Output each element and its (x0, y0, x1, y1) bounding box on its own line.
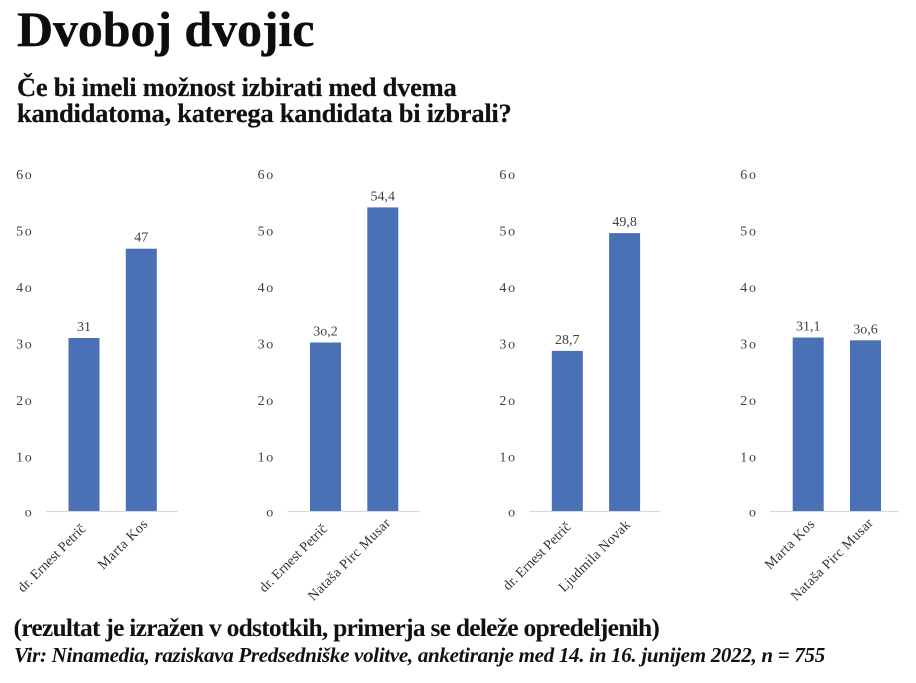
svg-text:o: o (749, 506, 758, 521)
svg-text:2o: 2o (740, 394, 757, 409)
svg-text:1o: 1o (258, 450, 275, 465)
svg-text:o: o (266, 506, 275, 521)
svg-text:5o: 5o (740, 224, 757, 239)
svg-text:6o: 6o (16, 168, 33, 183)
svg-text:dr. Ernest Petrič: dr. Ernest Petrič (15, 522, 89, 596)
svg-text:6o: 6o (258, 168, 275, 183)
svg-text:6o: 6o (740, 168, 757, 183)
svg-text:4o: 4o (499, 281, 516, 296)
svg-text:3o: 3o (740, 337, 757, 352)
svg-text:54,4: 54,4 (371, 189, 396, 204)
svg-text:5o: 5o (16, 224, 33, 239)
svg-text:Marta Kos: Marta Kos (95, 517, 151, 573)
svg-text:1o: 1o (740, 450, 757, 465)
svg-text:Marta Kos: Marta Kos (762, 517, 818, 573)
svg-text:47: 47 (134, 231, 148, 246)
svg-text:49,8: 49,8 (612, 215, 637, 230)
svg-text:3o: 3o (258, 337, 275, 352)
svg-text:4o: 4o (258, 281, 275, 296)
svg-text:o: o (25, 506, 34, 521)
svg-text:2o: 2o (499, 394, 516, 409)
svg-text:o: o (508, 506, 517, 521)
svg-text:4o: 4o (740, 281, 757, 296)
svg-text:3o,2: 3o,2 (313, 325, 338, 340)
svg-text:31,1: 31,1 (796, 320, 821, 335)
svg-text:3o: 3o (16, 337, 33, 352)
svg-text:5o: 5o (258, 224, 275, 239)
svg-text:6o: 6o (499, 168, 516, 183)
svg-text:1o: 1o (16, 450, 33, 465)
svg-text:31: 31 (77, 320, 91, 335)
svg-text:3o: 3o (499, 337, 516, 352)
svg-text:28,7: 28,7 (555, 333, 580, 348)
svg-text:2o: 2o (16, 394, 33, 409)
svg-text:2o: 2o (258, 394, 275, 409)
svg-text:1o: 1o (499, 450, 516, 465)
svg-text:4o: 4o (16, 281, 33, 296)
svg-text:5o: 5o (499, 224, 516, 239)
svg-text:3o,6: 3o,6 (853, 322, 878, 337)
